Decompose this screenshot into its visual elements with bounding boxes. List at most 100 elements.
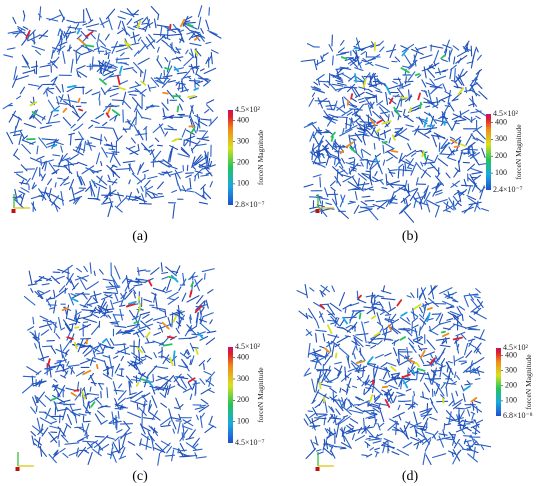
fibre <box>360 200 368 206</box>
fibre <box>419 314 425 320</box>
stressed-fibre <box>125 303 136 308</box>
fibre <box>455 55 468 64</box>
fibre <box>109 338 115 346</box>
fibre <box>146 190 158 196</box>
fibre <box>35 405 38 413</box>
fibre <box>92 64 102 67</box>
fibre <box>66 414 73 426</box>
fibre <box>309 131 315 142</box>
fibre <box>363 388 366 395</box>
fibre <box>78 176 83 186</box>
fibre <box>305 328 313 337</box>
colorbar-tick-label: 200 <box>495 151 507 160</box>
fibre <box>349 59 359 66</box>
fibre <box>48 431 58 444</box>
fibre <box>77 338 84 353</box>
fibre <box>390 202 398 204</box>
fibre <box>140 320 151 330</box>
fibre <box>127 26 135 31</box>
fibre <box>182 75 192 79</box>
fibre <box>335 423 340 438</box>
fibre <box>140 39 149 50</box>
fibre <box>77 343 87 347</box>
fibre <box>330 321 338 325</box>
fibre <box>422 303 426 311</box>
fibre <box>20 187 30 193</box>
fibre <box>203 370 212 376</box>
fibre <box>107 67 117 69</box>
fibre <box>30 288 34 293</box>
fibre <box>391 451 400 456</box>
fibre <box>328 365 331 372</box>
fibre <box>322 145 332 156</box>
fibre <box>312 422 316 428</box>
fibre <box>32 380 47 387</box>
fibre <box>85 7 92 22</box>
fibre <box>319 176 322 188</box>
fibre <box>307 410 313 413</box>
fibre <box>48 188 52 198</box>
fibre <box>74 23 80 31</box>
fibre <box>456 50 468 57</box>
stressed-fibre <box>371 379 375 386</box>
fibre <box>100 405 111 408</box>
fibre <box>396 448 410 456</box>
fibre <box>200 174 209 177</box>
fibre <box>454 122 460 125</box>
fibre <box>40 191 50 195</box>
fibre <box>117 445 125 452</box>
fibre <box>400 375 403 390</box>
fibre <box>183 139 190 147</box>
fibre <box>207 29 218 36</box>
fibre <box>109 150 115 163</box>
fibre <box>96 61 107 73</box>
fibre <box>376 100 384 106</box>
fibre <box>103 136 108 142</box>
fibre <box>66 361 70 367</box>
fibre <box>388 169 398 172</box>
fibre <box>353 337 364 348</box>
fibre <box>374 170 378 177</box>
fibre <box>339 319 345 327</box>
fibre <box>184 20 191 23</box>
fibre <box>429 78 435 86</box>
fibre <box>419 54 433 60</box>
fibre <box>56 359 62 362</box>
fibre <box>323 355 332 366</box>
fibre <box>473 311 487 320</box>
fibre <box>141 425 151 432</box>
fibre <box>112 154 121 166</box>
fibre <box>361 173 375 182</box>
stressed-fibre <box>415 361 420 368</box>
fibre <box>199 35 205 42</box>
fibre <box>76 267 83 273</box>
fibre <box>436 337 450 341</box>
fibre <box>185 174 192 178</box>
fibre <box>447 368 452 380</box>
fibre <box>177 153 190 158</box>
fibre <box>458 139 461 145</box>
fibre <box>463 296 469 308</box>
fibre <box>92 448 102 457</box>
fibre <box>28 270 33 286</box>
fibre <box>200 184 206 190</box>
fibre <box>133 292 136 299</box>
fibre <box>333 415 338 424</box>
fibre <box>109 192 124 197</box>
fibre <box>404 76 407 85</box>
fibre <box>454 338 460 344</box>
fibre <box>305 331 312 336</box>
fibre <box>342 303 352 310</box>
fibre <box>356 182 370 186</box>
stressed-fibre <box>179 18 186 28</box>
stressed-fibre <box>85 30 94 38</box>
fibre <box>84 423 90 437</box>
fibre <box>86 301 98 306</box>
fibre <box>19 195 23 200</box>
fibre <box>463 40 470 50</box>
fibre <box>461 420 475 424</box>
fibre <box>432 371 435 379</box>
fibre <box>89 310 97 313</box>
fibre <box>388 137 391 144</box>
